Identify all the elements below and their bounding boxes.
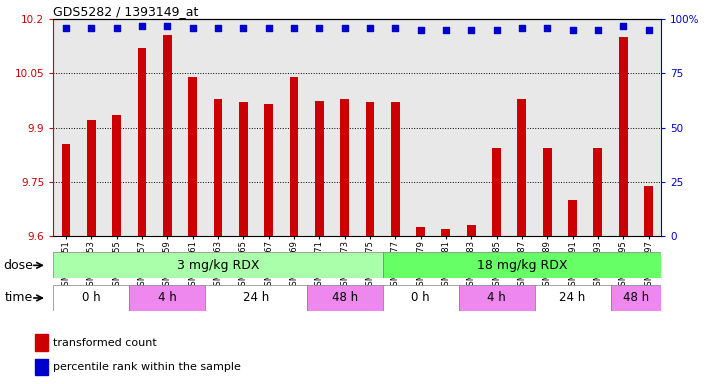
Bar	[416, 227, 425, 236]
Point	[643, 27, 654, 33]
Point	[542, 25, 553, 31]
Point	[415, 27, 427, 33]
Text: 4 h: 4 h	[487, 291, 506, 305]
Bar	[518, 99, 526, 236]
Text: time: time	[4, 291, 33, 305]
Bar	[137, 48, 146, 236]
Point	[237, 25, 249, 31]
Bar	[264, 104, 273, 236]
Bar	[365, 103, 375, 236]
Bar	[35, 334, 48, 351]
Bar	[213, 99, 223, 236]
Bar	[542, 147, 552, 236]
Point	[339, 25, 351, 31]
Bar	[129, 285, 205, 311]
Bar	[467, 225, 476, 236]
Bar	[35, 359, 48, 375]
Bar	[112, 115, 121, 236]
Point	[516, 25, 528, 31]
Bar	[87, 121, 96, 236]
Text: GDS5282 / 1393149_at: GDS5282 / 1393149_at	[53, 5, 198, 18]
Bar	[644, 185, 653, 236]
Text: 0 h: 0 h	[411, 291, 430, 305]
Point	[263, 25, 274, 31]
Text: transformed count: transformed count	[53, 338, 156, 348]
Point	[567, 27, 578, 33]
Text: 24 h: 24 h	[560, 291, 586, 305]
Point	[491, 27, 502, 33]
Bar	[619, 37, 628, 236]
Point	[466, 27, 477, 33]
Bar	[53, 285, 129, 311]
Text: percentile rank within the sample: percentile rank within the sample	[53, 362, 240, 372]
Point	[440, 27, 451, 33]
Bar	[594, 147, 602, 236]
Text: dose: dose	[4, 259, 33, 272]
Point	[390, 25, 401, 31]
Bar	[459, 285, 535, 311]
Point	[111, 25, 122, 31]
Point	[364, 25, 375, 31]
Text: 24 h: 24 h	[243, 291, 269, 305]
Point	[137, 23, 148, 29]
Bar	[62, 144, 70, 236]
Bar	[340, 99, 349, 236]
Text: 0 h: 0 h	[82, 291, 101, 305]
Bar	[188, 77, 197, 236]
Bar	[535, 285, 611, 311]
Point	[60, 25, 72, 31]
Bar	[239, 103, 247, 236]
Text: 48 h: 48 h	[331, 291, 358, 305]
Bar	[289, 77, 299, 236]
Bar	[568, 200, 577, 236]
Bar	[442, 229, 450, 236]
Bar	[383, 252, 661, 278]
Bar	[306, 285, 383, 311]
Text: 3 mg/kg RDX: 3 mg/kg RDX	[177, 259, 260, 272]
Bar	[163, 35, 172, 236]
Bar	[205, 285, 306, 311]
Bar	[611, 285, 661, 311]
Point	[314, 25, 325, 31]
Text: 48 h: 48 h	[623, 291, 649, 305]
Text: 18 mg/kg RDX: 18 mg/kg RDX	[476, 259, 567, 272]
Bar	[492, 147, 501, 236]
Point	[213, 25, 224, 31]
Bar	[53, 252, 383, 278]
Point	[592, 27, 604, 33]
Point	[85, 25, 97, 31]
Bar	[315, 101, 324, 236]
Text: 4 h: 4 h	[158, 291, 176, 305]
Point	[187, 25, 198, 31]
Point	[288, 25, 299, 31]
Point	[161, 23, 173, 29]
Bar	[391, 103, 400, 236]
Point	[618, 23, 629, 29]
Bar	[383, 285, 459, 311]
